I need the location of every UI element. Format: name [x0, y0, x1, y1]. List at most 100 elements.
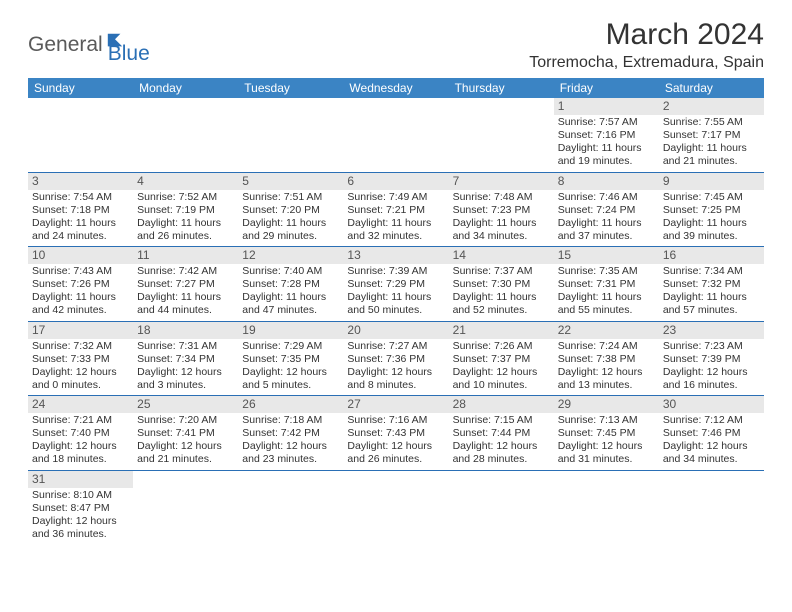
calendar-row: 1Sunrise: 7:57 AMSunset: 7:16 PMDaylight… [28, 98, 764, 172]
weekday-header: Saturday [659, 78, 764, 98]
sunset-text: Sunset: 7:39 PM [663, 353, 760, 366]
calendar-cell: 20Sunrise: 7:27 AMSunset: 7:36 PMDayligh… [343, 321, 448, 396]
day-number: 27 [343, 396, 448, 413]
calendar-cell: 24Sunrise: 7:21 AMSunset: 7:40 PMDayligh… [28, 396, 133, 471]
day-number: 2 [659, 98, 764, 115]
weekday-header: Wednesday [343, 78, 448, 98]
weekday-header: Monday [133, 78, 238, 98]
sunset-text: Sunset: 7:31 PM [558, 278, 655, 291]
weekday-header: Tuesday [238, 78, 343, 98]
sunrise-text: Sunrise: 7:40 AM [242, 265, 339, 278]
day-details: Sunrise: 7:51 AMSunset: 7:20 PMDaylight:… [238, 190, 343, 247]
calendar-cell: 6Sunrise: 7:49 AMSunset: 7:21 PMDaylight… [343, 172, 448, 247]
daylight-text: Daylight: 12 hours and 36 minutes. [32, 515, 129, 541]
sunset-text: Sunset: 7:16 PM [558, 129, 655, 142]
location-subtitle: Torremocha, Extremadura, Spain [529, 54, 764, 72]
calendar-cell: 4Sunrise: 7:52 AMSunset: 7:19 PMDaylight… [133, 172, 238, 247]
sunset-text: Sunset: 7:42 PM [242, 427, 339, 440]
sunrise-text: Sunrise: 7:15 AM [453, 414, 550, 427]
sunset-text: Sunset: 7:28 PM [242, 278, 339, 291]
calendar-row: 24Sunrise: 7:21 AMSunset: 7:40 PMDayligh… [28, 396, 764, 471]
calendar-cell [554, 470, 659, 544]
sunrise-text: Sunrise: 7:23 AM [663, 340, 760, 353]
day-details: Sunrise: 7:32 AMSunset: 7:33 PMDaylight:… [28, 339, 133, 396]
sunset-text: Sunset: 7:38 PM [558, 353, 655, 366]
day-number: 7 [449, 173, 554, 190]
calendar-row: 31Sunrise: 8:10 AMSunset: 8:47 PMDayligh… [28, 470, 764, 544]
sunrise-text: Sunrise: 7:43 AM [32, 265, 129, 278]
day-number: 6 [343, 173, 448, 190]
calendar-cell: 8Sunrise: 7:46 AMSunset: 7:24 PMDaylight… [554, 172, 659, 247]
daylight-text: Daylight: 12 hours and 31 minutes. [558, 440, 655, 466]
sunrise-text: Sunrise: 7:18 AM [242, 414, 339, 427]
daylight-text: Daylight: 11 hours and 21 minutes. [663, 142, 760, 168]
day-details: Sunrise: 7:37 AMSunset: 7:30 PMDaylight:… [449, 264, 554, 321]
daylight-text: Daylight: 12 hours and 10 minutes. [453, 366, 550, 392]
day-details: Sunrise: 7:18 AMSunset: 7:42 PMDaylight:… [238, 413, 343, 470]
sunset-text: Sunset: 7:43 PM [347, 427, 444, 440]
daylight-text: Daylight: 12 hours and 23 minutes. [242, 440, 339, 466]
calendar-cell: 16Sunrise: 7:34 AMSunset: 7:32 PMDayligh… [659, 247, 764, 322]
calendar-cell [133, 470, 238, 544]
daylight-text: Daylight: 11 hours and 29 minutes. [242, 217, 339, 243]
day-number: 9 [659, 173, 764, 190]
daylight-text: Daylight: 12 hours and 8 minutes. [347, 366, 444, 392]
weekday-header: Thursday [449, 78, 554, 98]
sunrise-text: Sunrise: 7:39 AM [347, 265, 444, 278]
weekday-header: Friday [554, 78, 659, 98]
sunrise-text: Sunrise: 7:12 AM [663, 414, 760, 427]
sunrise-text: Sunrise: 7:32 AM [32, 340, 129, 353]
calendar-table: Sunday Monday Tuesday Wednesday Thursday… [28, 78, 764, 544]
calendar-cell: 15Sunrise: 7:35 AMSunset: 7:31 PMDayligh… [554, 247, 659, 322]
sunset-text: Sunset: 7:34 PM [137, 353, 234, 366]
sunrise-text: Sunrise: 7:45 AM [663, 191, 760, 204]
sunset-text: Sunset: 7:37 PM [453, 353, 550, 366]
calendar-row: 3Sunrise: 7:54 AMSunset: 7:18 PMDaylight… [28, 172, 764, 247]
sunrise-text: Sunrise: 7:21 AM [32, 414, 129, 427]
sunrise-text: Sunrise: 8:10 AM [32, 489, 129, 502]
calendar-cell: 19Sunrise: 7:29 AMSunset: 7:35 PMDayligh… [238, 321, 343, 396]
day-details: Sunrise: 7:42 AMSunset: 7:27 PMDaylight:… [133, 264, 238, 321]
day-details: Sunrise: 7:57 AMSunset: 7:16 PMDaylight:… [554, 115, 659, 172]
calendar-cell: 22Sunrise: 7:24 AMSunset: 7:38 PMDayligh… [554, 321, 659, 396]
calendar-cell: 30Sunrise: 7:12 AMSunset: 7:46 PMDayligh… [659, 396, 764, 471]
day-details: Sunrise: 7:13 AMSunset: 7:45 PMDaylight:… [554, 413, 659, 470]
calendar-cell: 14Sunrise: 7:37 AMSunset: 7:30 PMDayligh… [449, 247, 554, 322]
calendar-cell: 25Sunrise: 7:20 AMSunset: 7:41 PMDayligh… [133, 396, 238, 471]
day-number: 11 [133, 247, 238, 264]
daylight-text: Daylight: 12 hours and 26 minutes. [347, 440, 444, 466]
calendar-cell: 9Sunrise: 7:45 AMSunset: 7:25 PMDaylight… [659, 172, 764, 247]
sunrise-text: Sunrise: 7:51 AM [242, 191, 339, 204]
calendar-cell: 26Sunrise: 7:18 AMSunset: 7:42 PMDayligh… [238, 396, 343, 471]
title-block: March 2024 Torremocha, Extremadura, Spai… [529, 18, 764, 72]
header: General Blue March 2024 Torremocha, Extr… [28, 18, 764, 72]
sunset-text: Sunset: 7:20 PM [242, 204, 339, 217]
calendar-cell: 7Sunrise: 7:48 AMSunset: 7:23 PMDaylight… [449, 172, 554, 247]
calendar-cell: 21Sunrise: 7:26 AMSunset: 7:37 PMDayligh… [449, 321, 554, 396]
day-details: Sunrise: 7:24 AMSunset: 7:38 PMDaylight:… [554, 339, 659, 396]
daylight-text: Daylight: 11 hours and 47 minutes. [242, 291, 339, 317]
calendar-cell [343, 470, 448, 544]
day-details: Sunrise: 7:20 AMSunset: 7:41 PMDaylight:… [133, 413, 238, 470]
daylight-text: Daylight: 12 hours and 3 minutes. [137, 366, 234, 392]
day-number: 16 [659, 247, 764, 264]
sunset-text: Sunset: 7:25 PM [663, 204, 760, 217]
day-details: Sunrise: 7:15 AMSunset: 7:44 PMDaylight:… [449, 413, 554, 470]
day-details: Sunrise: 7:12 AMSunset: 7:46 PMDaylight:… [659, 413, 764, 470]
sunset-text: Sunset: 7:46 PM [663, 427, 760, 440]
sunrise-text: Sunrise: 7:35 AM [558, 265, 655, 278]
sunset-text: Sunset: 7:33 PM [32, 353, 129, 366]
logo-text-blue: Blue [108, 42, 150, 66]
calendar-cell [659, 470, 764, 544]
day-details: Sunrise: 7:27 AMSunset: 7:36 PMDaylight:… [343, 339, 448, 396]
calendar-cell: 23Sunrise: 7:23 AMSunset: 7:39 PMDayligh… [659, 321, 764, 396]
day-number: 5 [238, 173, 343, 190]
day-number: 23 [659, 322, 764, 339]
day-number: 19 [238, 322, 343, 339]
calendar-cell: 28Sunrise: 7:15 AMSunset: 7:44 PMDayligh… [449, 396, 554, 471]
calendar-row: 17Sunrise: 7:32 AMSunset: 7:33 PMDayligh… [28, 321, 764, 396]
day-details: Sunrise: 7:40 AMSunset: 7:28 PMDaylight:… [238, 264, 343, 321]
sunrise-text: Sunrise: 7:13 AM [558, 414, 655, 427]
sunset-text: Sunset: 7:23 PM [453, 204, 550, 217]
daylight-text: Daylight: 12 hours and 18 minutes. [32, 440, 129, 466]
